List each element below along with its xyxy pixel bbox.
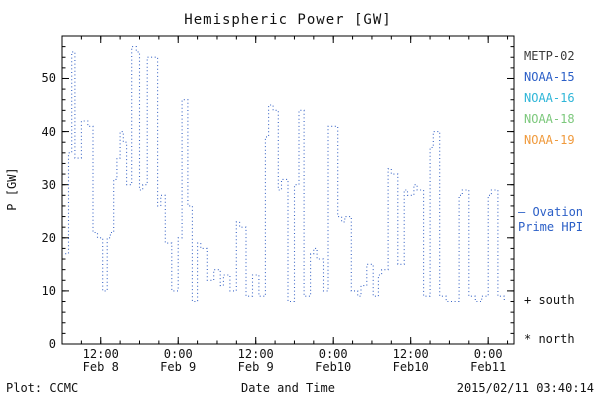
x-tick-label: 12:00 Feb 9 xyxy=(237,347,274,374)
legend-north-marker: * north xyxy=(524,332,575,346)
y-tick-label: 40 xyxy=(41,124,56,139)
legend-item-metp-02: METP-02 xyxy=(524,49,575,63)
axis-ticks xyxy=(61,35,514,345)
x-tick-label: 0:00 Feb10 xyxy=(315,347,352,374)
y-tick-label: 20 xyxy=(41,230,56,245)
y-axis-label: P [GW] xyxy=(5,167,19,211)
legend-item-noaa-18: NOAA-18 xyxy=(524,112,575,126)
legend-item-noaa-16: NOAA-16 xyxy=(524,91,575,105)
hpi-data-line xyxy=(65,46,505,303)
legend-south-marker: + south xyxy=(524,293,575,307)
chart-title: Hemispheric Power [GW] xyxy=(184,12,392,28)
x-tick-label: 12:00 Feb 8 xyxy=(82,347,119,374)
legend-item-noaa-15: NOAA-15 xyxy=(524,70,575,84)
x-axis-label: Date and Time xyxy=(241,381,335,395)
x-tick-label: 0:00 Feb 9 xyxy=(160,347,197,374)
legend-item-noaa-19: NOAA-19 xyxy=(524,133,575,147)
plot-timestamp: 2015/02/11 03:40:14 xyxy=(456,381,594,395)
y-tick-label: 0 xyxy=(48,337,56,351)
y-tick-label: 50 xyxy=(41,71,56,86)
legend-satellites: METP-02 NOAA-15 NOAA-16 NOAA-18 NOAA-19 xyxy=(524,46,598,151)
x-tick-label: 12:00 Feb10 xyxy=(392,347,429,374)
plot-source-label: Plot: CCMC xyxy=(6,381,79,395)
plot-frame xyxy=(61,35,515,345)
legend-ovation-prime-hpi: – Ovation Prime HPI xyxy=(518,205,584,234)
x-tick-label: 0:00 Feb11 xyxy=(470,347,507,374)
y-tick-label: 10 xyxy=(41,283,56,298)
y-tick-label: 30 xyxy=(41,177,56,192)
